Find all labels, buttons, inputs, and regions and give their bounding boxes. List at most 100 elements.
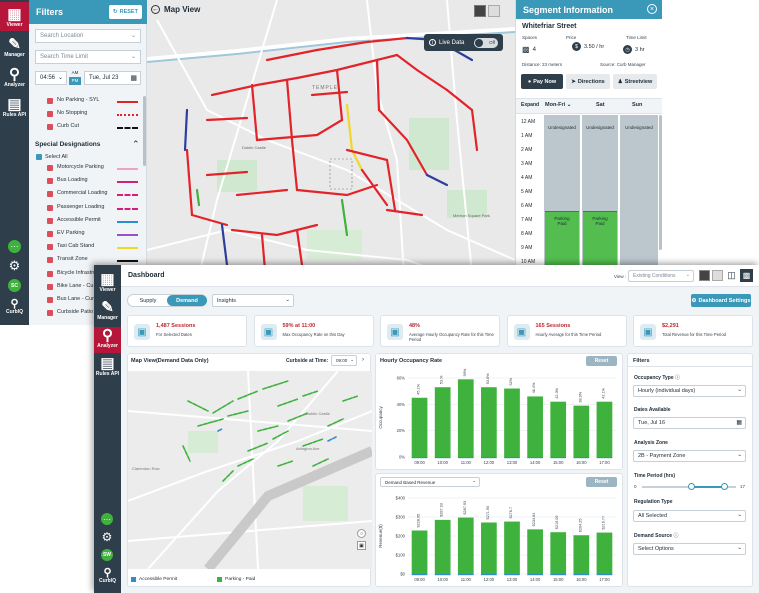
bar[interactable] [596, 532, 613, 574]
curbside-time-select[interactable]: 09:00 ⌄ [331, 355, 357, 366]
rail-analyzer[interactable]: ⚲ Analyzer [0, 66, 29, 92]
period-slider-end-handle[interactable] [721, 483, 729, 490]
more-icon[interactable]: ⋯ [101, 513, 113, 525]
bar[interactable] [573, 405, 590, 457]
am-option[interactable]: AM [71, 70, 79, 75]
legend-row[interactable]: Taxi Cab Stand [29, 242, 147, 255]
demand-map[interactable]: Clarendon Row Dublin Castle Arlington Av… [128, 371, 372, 569]
bar[interactable] [481, 522, 497, 574]
legend-item[interactable]: Parking - Paid [217, 576, 255, 582]
live-data-toggle[interactable]: Off [474, 38, 498, 48]
check-icon[interactable] [47, 257, 53, 264]
pm-option[interactable]: PM [69, 77, 81, 85]
rail-manager[interactable]: ✎ Manager [94, 299, 121, 325]
scrollbar[interactable] [659, 115, 662, 250]
avatar[interactable]: SC [8, 279, 21, 292]
basemap-dark-icon[interactable] [699, 270, 710, 281]
rail-viewer[interactable]: ▦ Viewer [94, 271, 121, 297]
check-icon[interactable] [47, 111, 53, 117]
locate-icon[interactable]: ○ [357, 529, 366, 538]
bar[interactable] [550, 401, 567, 457]
bar[interactable] [434, 387, 451, 457]
check-icon[interactable] [47, 191, 53, 198]
scrollbar[interactable] [143, 96, 146, 166]
legend-row[interactable]: Passenger Loading [29, 203, 147, 216]
chevron-up-icon[interactable]: ⌃ [132, 139, 140, 149]
check-icon[interactable] [47, 98, 53, 104]
legend-item[interactable]: Accessible Permit [131, 576, 177, 582]
legend-row[interactable]: Motorcycle Parking [29, 163, 147, 176]
check-icon[interactable] [47, 283, 53, 290]
more-icon[interactable]: ⋯ [8, 240, 21, 253]
view-select[interactable]: Existing Conditions ⌄ [628, 270, 694, 282]
bar[interactable] [434, 519, 451, 574]
rail-analyzer[interactable]: ⚲ Analyzer [94, 327, 121, 353]
check-icon[interactable] [47, 270, 53, 277]
period-slider-start-handle[interactable] [688, 483, 696, 490]
back-arrow-icon[interactable]: ← [151, 5, 160, 14]
trash-icon[interactable]: ◫ [727, 270, 736, 280]
basemap-dark-icon[interactable] [474, 5, 486, 17]
tab-demand[interactable]: Demand [167, 295, 207, 306]
bar[interactable] [504, 388, 520, 457]
tab-supply[interactable]: Supply [139, 297, 157, 304]
check-icon[interactable] [47, 124, 53, 130]
bar[interactable] [596, 401, 613, 457]
check-icon[interactable] [47, 165, 53, 171]
am-pm-toggle[interactable]: AM PM [69, 70, 81, 86]
bar[interactable] [550, 532, 567, 574]
legend-row[interactable]: EV Parking [29, 229, 147, 242]
legend-row[interactable]: Transit Zone [29, 255, 147, 268]
bar[interactable] [481, 387, 497, 457]
bar[interactable] [411, 530, 428, 574]
gear-icon[interactable]: ⚙ [8, 257, 21, 273]
check-icon[interactable] [47, 178, 53, 185]
revenue-type-select[interactable]: Demand Based Revenue ⌄ [380, 477, 480, 487]
occupancy-reset-button[interactable]: Reset [586, 356, 617, 366]
rail-viewer[interactable]: ▦ Viewer [0, 2, 29, 31]
bar[interactable] [457, 379, 474, 457]
check-icon[interactable] [47, 217, 53, 224]
live-data-control[interactable]: i Live Data Off [424, 34, 503, 51]
search-location-input[interactable]: Search Location ⌄ [35, 29, 141, 43]
close-icon[interactable]: × [647, 4, 657, 14]
streetview-button[interactable]: ♟ Streetview [613, 74, 657, 89]
demand-source-select[interactable]: Select Options ⌄ [633, 543, 746, 555]
basemap-light-icon[interactable] [712, 270, 723, 281]
avatar[interactable]: SW [101, 549, 113, 561]
check-icon[interactable] [47, 310, 53, 317]
directions-button[interactable]: ➤ Directions [566, 74, 610, 89]
select-all-checkbox[interactable]: Select All [36, 154, 68, 160]
date-input[interactable]: Tue, Jul 23 ▦ [84, 71, 141, 85]
chevron-right-icon[interactable]: › [362, 357, 364, 363]
gear-icon[interactable]: ⚙ [101, 530, 113, 544]
bar[interactable] [527, 396, 543, 457]
zoom-icon[interactable]: ▣ [357, 541, 366, 550]
check-icon[interactable] [47, 244, 53, 251]
insights-select[interactable]: Insights ⌄ [212, 294, 294, 307]
time-input[interactable]: 04:56 ⌄ [35, 71, 67, 85]
dashboard-settings-button[interactable]: ⚙ Dashboard Settings [691, 294, 751, 307]
check-icon[interactable] [47, 297, 53, 303]
check-icon[interactable] [47, 231, 53, 237]
rail-manager[interactable]: ✎ Manager [0, 36, 29, 62]
pay-now-button[interactable]: ● Pay Now [521, 74, 563, 89]
rail-rules[interactable]: ▤ Rules API [0, 96, 29, 122]
expand-toggle[interactable]: Expand [521, 102, 540, 108]
zone-select[interactable]: 2B - Payment Zone ⌄ [633, 450, 746, 462]
chart-icon[interactable]: ▩ [740, 269, 753, 282]
regulation-select[interactable]: All Selected ⌄ [633, 510, 746, 522]
bar[interactable] [527, 529, 543, 574]
rail-rules[interactable]: ▤ Rules API [94, 355, 121, 381]
legend-row[interactable]: Bus Loading [29, 176, 147, 189]
bar[interactable] [573, 535, 590, 574]
bar[interactable] [457, 517, 474, 574]
bar[interactable] [411, 397, 428, 457]
legend-row[interactable]: Commercial Loading [29, 189, 147, 202]
legend-row[interactable]: No Stopping [29, 109, 147, 122]
legend-row[interactable]: Curb Cut [29, 122, 147, 135]
check-icon[interactable] [47, 204, 53, 211]
search-time-input[interactable]: Search Time Limit ⌄ [35, 50, 141, 64]
revenue-reset-button[interactable]: Reset [586, 477, 617, 487]
legend-row[interactable]: No Parking - SYL [29, 96, 147, 109]
